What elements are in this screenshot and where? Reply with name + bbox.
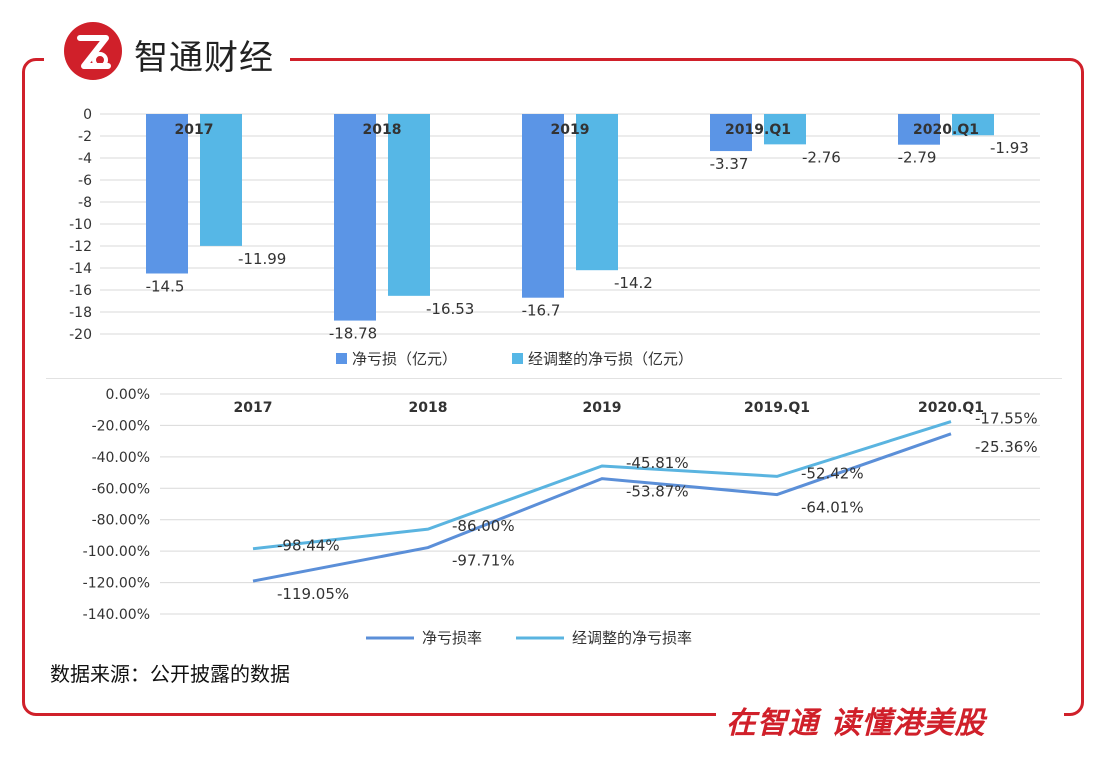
footer-backdrop [716,700,1064,734]
line-data-label: -25.36% [975,438,1038,456]
line-data-label: -97.71% [452,552,515,570]
line-legend-label: 经调整的净亏损率 [572,629,692,647]
chart-divider [46,378,1062,379]
bar-net-loss-2019.Q1 [710,114,752,152]
bar-net-loss-2019 [522,114,564,298]
line-category-label: 2019.Q1 [744,400,810,416]
bar-y-tick-label: -2 [78,129,92,145]
line-y-tick-label: 0.00% [106,387,150,403]
bar-y-tick-label: -12 [69,239,92,255]
net-loss-rate-line [252,432,952,583]
line-data-label: -119.05% [277,585,349,603]
brand-name: 智通财经 [134,38,274,78]
bar-net-loss-2020.Q1 [898,114,940,145]
line-y-tick-label: -140.00% [83,607,150,623]
bar-data-label: -14.5 [146,278,185,296]
bar-category-label: 2019 [551,122,590,138]
bar-adjusted-net-loss-2019 [576,114,618,271]
line-data-label: -64.01% [801,499,864,517]
footer-slogan: 在智通 读懂港美股 [726,706,986,741]
line-y-tick-label: -60.00% [92,481,150,497]
bar-y-tick-label: -20 [69,327,92,343]
bar-y-tick-label: -16 [69,283,92,299]
line-data-label: -45.81% [626,454,689,472]
line-y-tick-label: -80.00% [92,513,150,529]
line-data-label: -17.55% [975,410,1038,428]
source-note: 数据来源：公开披露的数据 [50,662,290,686]
bar-y-tick-label: -6 [78,173,92,189]
bar-data-label: -2.79 [898,149,937,167]
bar-data-label: -3.37 [710,155,749,173]
zhitong-logo-icon [64,22,122,80]
bar-legend-swatch [512,353,523,364]
line-category-label: 2018 [409,400,448,416]
bar-net-loss-2018 [334,114,376,321]
bar-data-label: -16.7 [522,302,561,320]
bar-data-label: -18.78 [329,325,377,343]
line-category-label: 2020.Q1 [918,400,984,416]
line-category-label: 2019 [583,400,622,416]
line-y-tick-label: -120.00% [83,576,150,592]
line-data-label: -98.44% [277,537,340,555]
bar-category-label: 2017 [175,122,214,138]
bar-data-label: -2.76 [802,148,841,166]
bar-data-label: -16.53 [426,300,474,318]
bar-y-tick-label: -4 [78,151,92,167]
bar-legend-swatch [336,353,347,364]
bar-data-label: -1.93 [990,139,1029,157]
bar-y-tick-label: -18 [69,305,92,321]
bar-y-tick-label: 0 [83,107,92,123]
bar-adjusted-net-loss-2020.Q1 [952,114,994,136]
line-y-tick-label: -40.00% [92,450,150,466]
report-frame [22,58,1084,716]
bar-y-tick-label: -8 [78,195,92,211]
bar-y-tick-label: -10 [69,217,92,233]
bar-category-label: 2020.Q1 [913,122,979,138]
bar-legend-label: 经调整的净亏损（亿元） [528,350,693,368]
line-data-label: -53.87% [626,483,689,501]
bar-data-label: -11.99 [238,250,286,268]
line-y-tick-label: -100.00% [83,544,150,560]
bar-y-tick-label: -14 [69,261,92,277]
line-category-label: 2017 [234,400,273,416]
bar-category-label: 2019.Q1 [725,122,791,138]
adjusted-net-loss-rate-line [252,420,952,551]
line-legend-label: 净亏损率 [422,629,482,647]
bar-legend-label: 净亏损（亿元） [352,350,457,368]
bar-category-label: 2018 [363,122,402,138]
bar-adjusted-net-loss-2017 [200,114,242,246]
bar-data-label: -14.2 [614,274,653,292]
line-y-tick-label: -20.00% [92,418,150,434]
bar-net-loss-2017 [146,114,188,274]
bar-adjusted-net-loss-2018 [388,114,430,296]
line-data-label: -52.42% [801,464,864,482]
bar-adjusted-net-loss-2019.Q1 [764,114,806,145]
line-data-label: -86.00% [452,517,515,535]
